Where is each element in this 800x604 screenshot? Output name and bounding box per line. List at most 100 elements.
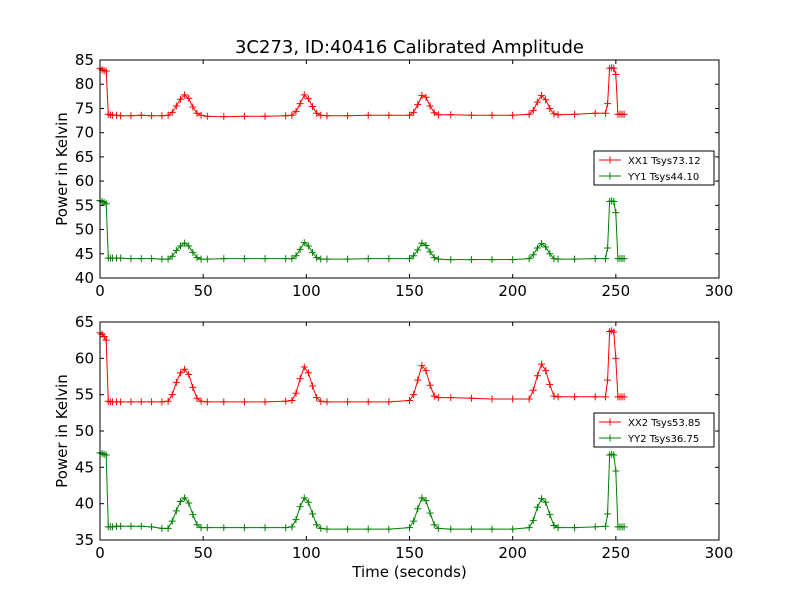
data-point [364, 398, 372, 406]
data-point [203, 255, 211, 263]
data-point [554, 393, 562, 401]
x-tick-label: 100 [292, 544, 321, 562]
data-point [181, 91, 189, 99]
data-point [172, 378, 180, 386]
data-point [430, 254, 438, 262]
data-point [430, 521, 438, 529]
data-point [620, 523, 628, 531]
legend-box [593, 150, 715, 186]
data-point [102, 200, 110, 208]
data-point [488, 525, 496, 533]
data-point [261, 524, 269, 532]
data-point [288, 111, 296, 119]
data-point [189, 103, 197, 111]
data-point [127, 398, 135, 406]
data-point [300, 239, 308, 247]
data-point [591, 523, 599, 531]
data-point [164, 397, 172, 405]
data-point [185, 94, 193, 102]
data-point [181, 239, 189, 247]
data-point [197, 524, 205, 532]
x-tick-label: 50 [194, 282, 213, 300]
data-point [529, 251, 537, 259]
y-tick-label: 40 [75, 495, 94, 513]
data-point [313, 394, 321, 402]
y-tick-label: 55 [75, 386, 94, 404]
data-point [313, 254, 321, 262]
data-point [406, 396, 413, 404]
data-point [554, 255, 562, 263]
data-point [158, 398, 166, 406]
data-point [591, 393, 599, 401]
data-point [533, 372, 541, 380]
data-point [172, 246, 180, 254]
data-point [610, 451, 618, 459]
data-point [538, 240, 546, 248]
data-point [604, 376, 612, 384]
data-point [546, 250, 554, 258]
data-point [418, 362, 426, 370]
data-point [193, 109, 201, 117]
data-point [185, 242, 193, 250]
y-axis-label: Power in Kelvin [53, 112, 71, 226]
legend-label: YY1 Tsys44.10 [627, 172, 699, 183]
data-point [509, 256, 517, 264]
data-point [197, 397, 205, 405]
data-point [604, 100, 612, 108]
legend: XX2 Tsys53.85 YY2 Tsys36.75 [593, 412, 715, 448]
data-point [117, 398, 125, 406]
data-point [304, 498, 312, 506]
data-point [509, 395, 517, 403]
data-point [176, 497, 184, 505]
data-point [304, 242, 312, 250]
data-point [137, 111, 145, 119]
data-point [220, 524, 228, 532]
data-point [172, 507, 180, 515]
data-point [261, 398, 269, 406]
legend-marker [606, 418, 614, 426]
data-point [240, 398, 248, 406]
data-point [185, 499, 193, 507]
data-point [304, 95, 312, 103]
series-line [99, 330, 625, 403]
data-point [292, 389, 300, 397]
data-point [554, 524, 562, 532]
data-point [364, 111, 372, 119]
data-point [344, 255, 352, 263]
data-point [317, 397, 325, 405]
y-tick-label: 85 [75, 51, 94, 69]
data-point [610, 328, 618, 336]
data-point [220, 398, 228, 406]
data-point [317, 524, 325, 532]
data-point [612, 209, 620, 217]
data-point [542, 498, 550, 506]
data-point [467, 525, 475, 533]
data-point [292, 252, 300, 260]
data-point [261, 255, 269, 263]
data-point [467, 256, 475, 264]
data-point [414, 246, 422, 254]
data-point [102, 336, 110, 344]
series-line [99, 67, 625, 118]
data-point [418, 239, 426, 247]
data-point [158, 524, 166, 532]
x-tick-label: 250 [602, 544, 631, 562]
data-point [554, 111, 562, 119]
data-point [529, 386, 537, 394]
data-point [313, 521, 321, 529]
data-point [430, 109, 438, 117]
data-point [168, 108, 176, 116]
data-point [542, 243, 550, 251]
data-point [288, 396, 296, 404]
data-point [447, 256, 455, 264]
legend: XX1 Tsys73.12 YY1 Tsys44.10 [593, 150, 715, 186]
data-point [410, 108, 418, 116]
y-tick-label: 60 [75, 172, 94, 190]
data-point [193, 394, 201, 402]
series-2 [96, 196, 628, 264]
data-point [422, 242, 430, 250]
data-point [571, 393, 579, 401]
y-tick-label: 65 [75, 313, 94, 331]
data-point [414, 376, 422, 384]
data-point [148, 112, 156, 120]
